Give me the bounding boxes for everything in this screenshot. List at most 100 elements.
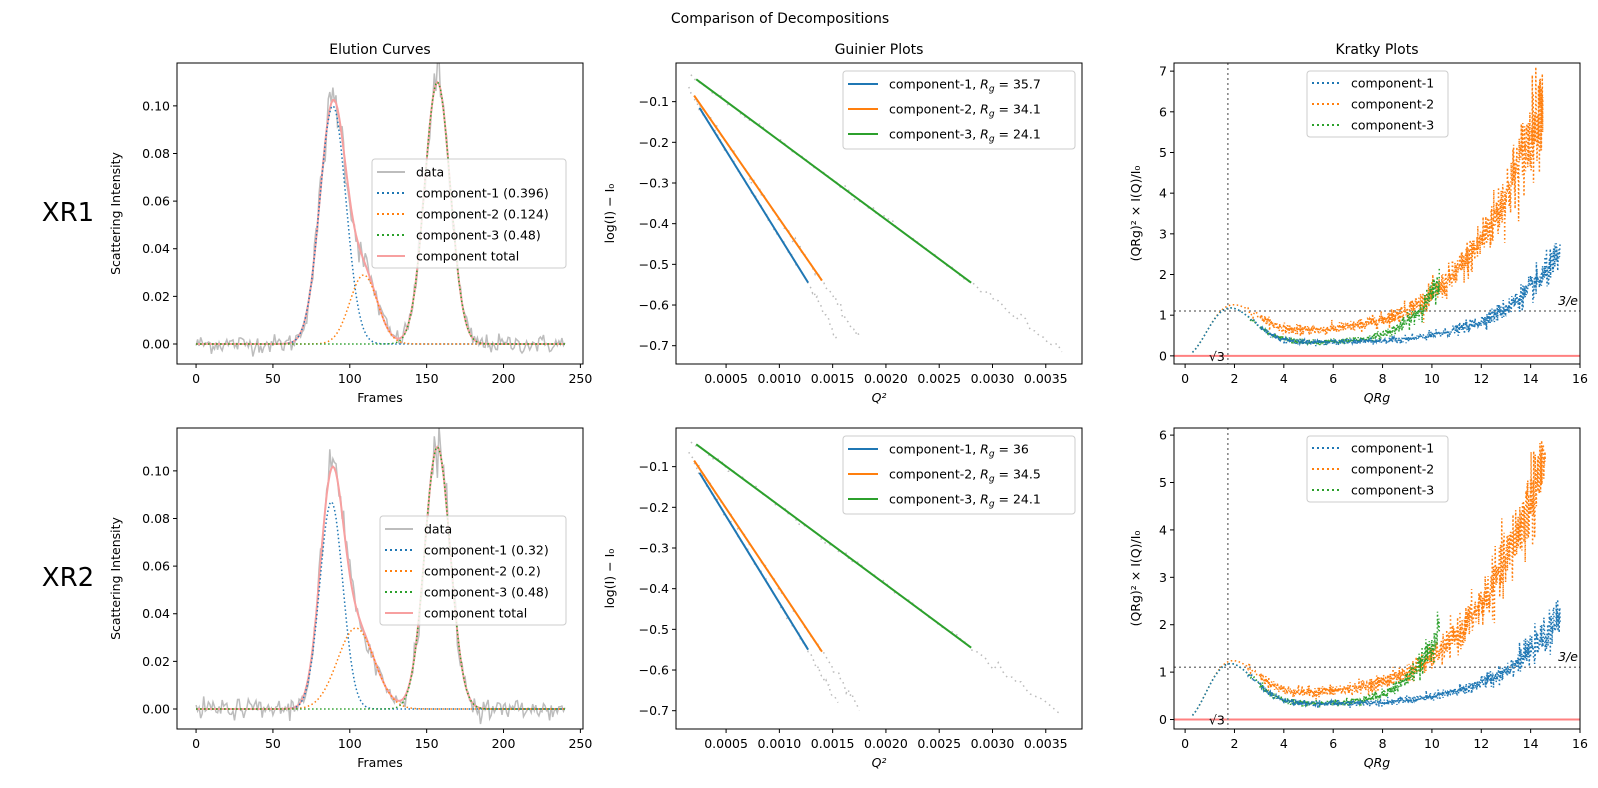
x-tick-label: 16: [1572, 736, 1588, 751]
component-2-line: [196, 274, 565, 345]
y-tick-label: −0.1: [639, 459, 669, 474]
legend-box: [1306, 70, 1449, 138]
x-tick-label: 0.0035: [1024, 371, 1068, 386]
legend-rg-value: 24.1: [1013, 127, 1041, 142]
legend-component-name: component-1: [889, 77, 972, 92]
y-tick-label: 0.00: [142, 701, 170, 716]
x-tick-label: 8: [1379, 371, 1387, 386]
y-tick-label: 5: [1159, 145, 1167, 160]
x-tick-label: 0.0030: [971, 371, 1015, 386]
three-over-e-label: 3/e: [1558, 293, 1578, 308]
y-axis-label: log(I) − I₀: [602, 549, 617, 609]
y-tick-label: 0.06: [142, 559, 170, 574]
legend-label: component-3: [1351, 118, 1434, 133]
x-tick-label: 12: [1473, 736, 1489, 751]
x-tick-label: 14: [1523, 736, 1539, 751]
plot-area: [195, 428, 566, 725]
y-axis-label: (QRg)² × I(Q)/I₀: [1128, 531, 1143, 627]
component-3-kratky-curve: [1191, 611, 1441, 716]
component-2-fit-line: [693, 459, 823, 653]
legend-rg-subscript: g: [989, 450, 995, 460]
axes-frame: [675, 427, 1083, 730]
legend-label: component total: [416, 249, 519, 264]
legend-equals: =: [995, 492, 1013, 507]
legend-label: component-3, Rg = 24.1: [889, 492, 1041, 510]
y-tick-label: 0.06: [142, 194, 170, 209]
legend: component-1 component-2 component-3: [1306, 435, 1449, 503]
y-tick-label: 0.04: [142, 606, 170, 621]
component-2-fit-line: [693, 94, 823, 282]
legend-rg-value: 34.5: [1013, 467, 1041, 482]
y-tick-label: −0.3: [639, 175, 669, 190]
x-tick-label: 10: [1424, 371, 1440, 386]
legend-separator: ,: [972, 467, 980, 482]
data-line: [195, 63, 566, 357]
elution-panel-xr2: 0 50 100 150 200 250 0.00 0.02 0.04 0.06 0.08 0.10 F…: [108, 427, 592, 770]
legend-label: component-3 (0.48): [424, 585, 549, 600]
legend-box: [1306, 435, 1449, 503]
legend-rg-value: 24.1: [1013, 492, 1041, 507]
legend-component-name: component-1: [889, 442, 972, 457]
x-tick-label: 0.0010: [757, 736, 801, 751]
legend: component-1 component-2 component-3: [1306, 70, 1449, 138]
x-axis-label: QRg: [1364, 755, 1391, 770]
legend-label: component total: [424, 606, 527, 621]
x-tick-label: 0.0015: [811, 371, 855, 386]
legend-component-name: component-3: [889, 127, 972, 142]
legend-equals: =: [995, 467, 1013, 482]
component-2-kratky-curve: [1191, 440, 1547, 716]
axes-frame: [176, 427, 584, 730]
x-tick-label: 6: [1329, 371, 1337, 386]
y-tick-label: 2: [1159, 267, 1167, 282]
component-1-guinier-data: [693, 462, 839, 703]
data-line: [195, 428, 566, 725]
legend-label: component-2 (0.124): [416, 207, 549, 222]
suptitle: Comparison of Decompositions: [671, 11, 889, 27]
legend-label: component-3, Rg = 24.1: [889, 127, 1041, 145]
y-tick-label: −0.5: [639, 257, 669, 272]
plot-area: [195, 63, 566, 357]
x-tick-label: 0.0035: [1024, 736, 1068, 751]
legend-separator: ,: [972, 492, 980, 507]
y-tick-label: 7: [1159, 64, 1167, 79]
legend-equals: =: [995, 102, 1013, 117]
legend-label: component-2, Rg = 34.1: [889, 102, 1041, 120]
y-tick-label: 6: [1159, 104, 1167, 119]
legend-separator: ,: [972, 77, 980, 92]
y-tick-label: 0.00: [142, 336, 170, 351]
component-2-line: [196, 627, 565, 710]
legend-label: component-2, Rg = 34.5: [889, 467, 1041, 485]
legend-label: component-2: [1351, 97, 1434, 112]
axes-frame: [1173, 427, 1581, 730]
y-axis-label: Scattering Intensity: [108, 516, 123, 639]
component-1-fit-line: [698, 107, 809, 284]
x-tick-label: 50: [265, 371, 281, 386]
y-tick-label: −0.4: [639, 581, 669, 596]
legend-rg-subscript: g: [989, 110, 995, 120]
legend-box: [371, 158, 567, 269]
x-tick-label: 0: [1181, 736, 1189, 751]
y-axis-label: (QRg)² × I(Q)/I₀: [1128, 166, 1143, 262]
y-tick-label: 1: [1159, 308, 1167, 323]
plot-area: [1174, 428, 1580, 729]
x-tick-label: 0.0030: [971, 736, 1015, 751]
legend-label: component-1: [1351, 441, 1434, 456]
y-tick-label: 1: [1159, 665, 1167, 680]
guinier-panel-xr2: 0.0005 0.0010 0.0015 0.0020 0.0025 0.0030 0.00…: [602, 427, 1083, 770]
guinier-panel-xr1: 0.0005 0.0010 0.0015 0.0020 0.0025 0.0030 0.00…: [602, 62, 1083, 405]
sqrt3-label: √3: [1209, 349, 1225, 364]
x-tick-label: 12: [1473, 371, 1489, 386]
y-tick-label: 0.02: [142, 654, 170, 669]
y-tick-label: 0: [1159, 712, 1167, 727]
legend: component-1, Rg = 36 component-2, Rg = 34…: [842, 435, 1076, 515]
y-axis-label: Scattering Intensity: [108, 151, 123, 274]
x-tick-label: 0: [1181, 371, 1189, 386]
component-3-line: [196, 445, 565, 710]
y-tick-label: −0.1: [639, 94, 669, 109]
legend-rg-value: 35.7: [1013, 77, 1041, 92]
x-tick-label: 8: [1379, 736, 1387, 751]
component-1-kratky-curve: [1191, 599, 1561, 716]
y-tick-label: −0.2: [639, 135, 669, 150]
x-tick-label: 2: [1230, 736, 1238, 751]
row-label-xr2: XR2: [42, 563, 94, 593]
